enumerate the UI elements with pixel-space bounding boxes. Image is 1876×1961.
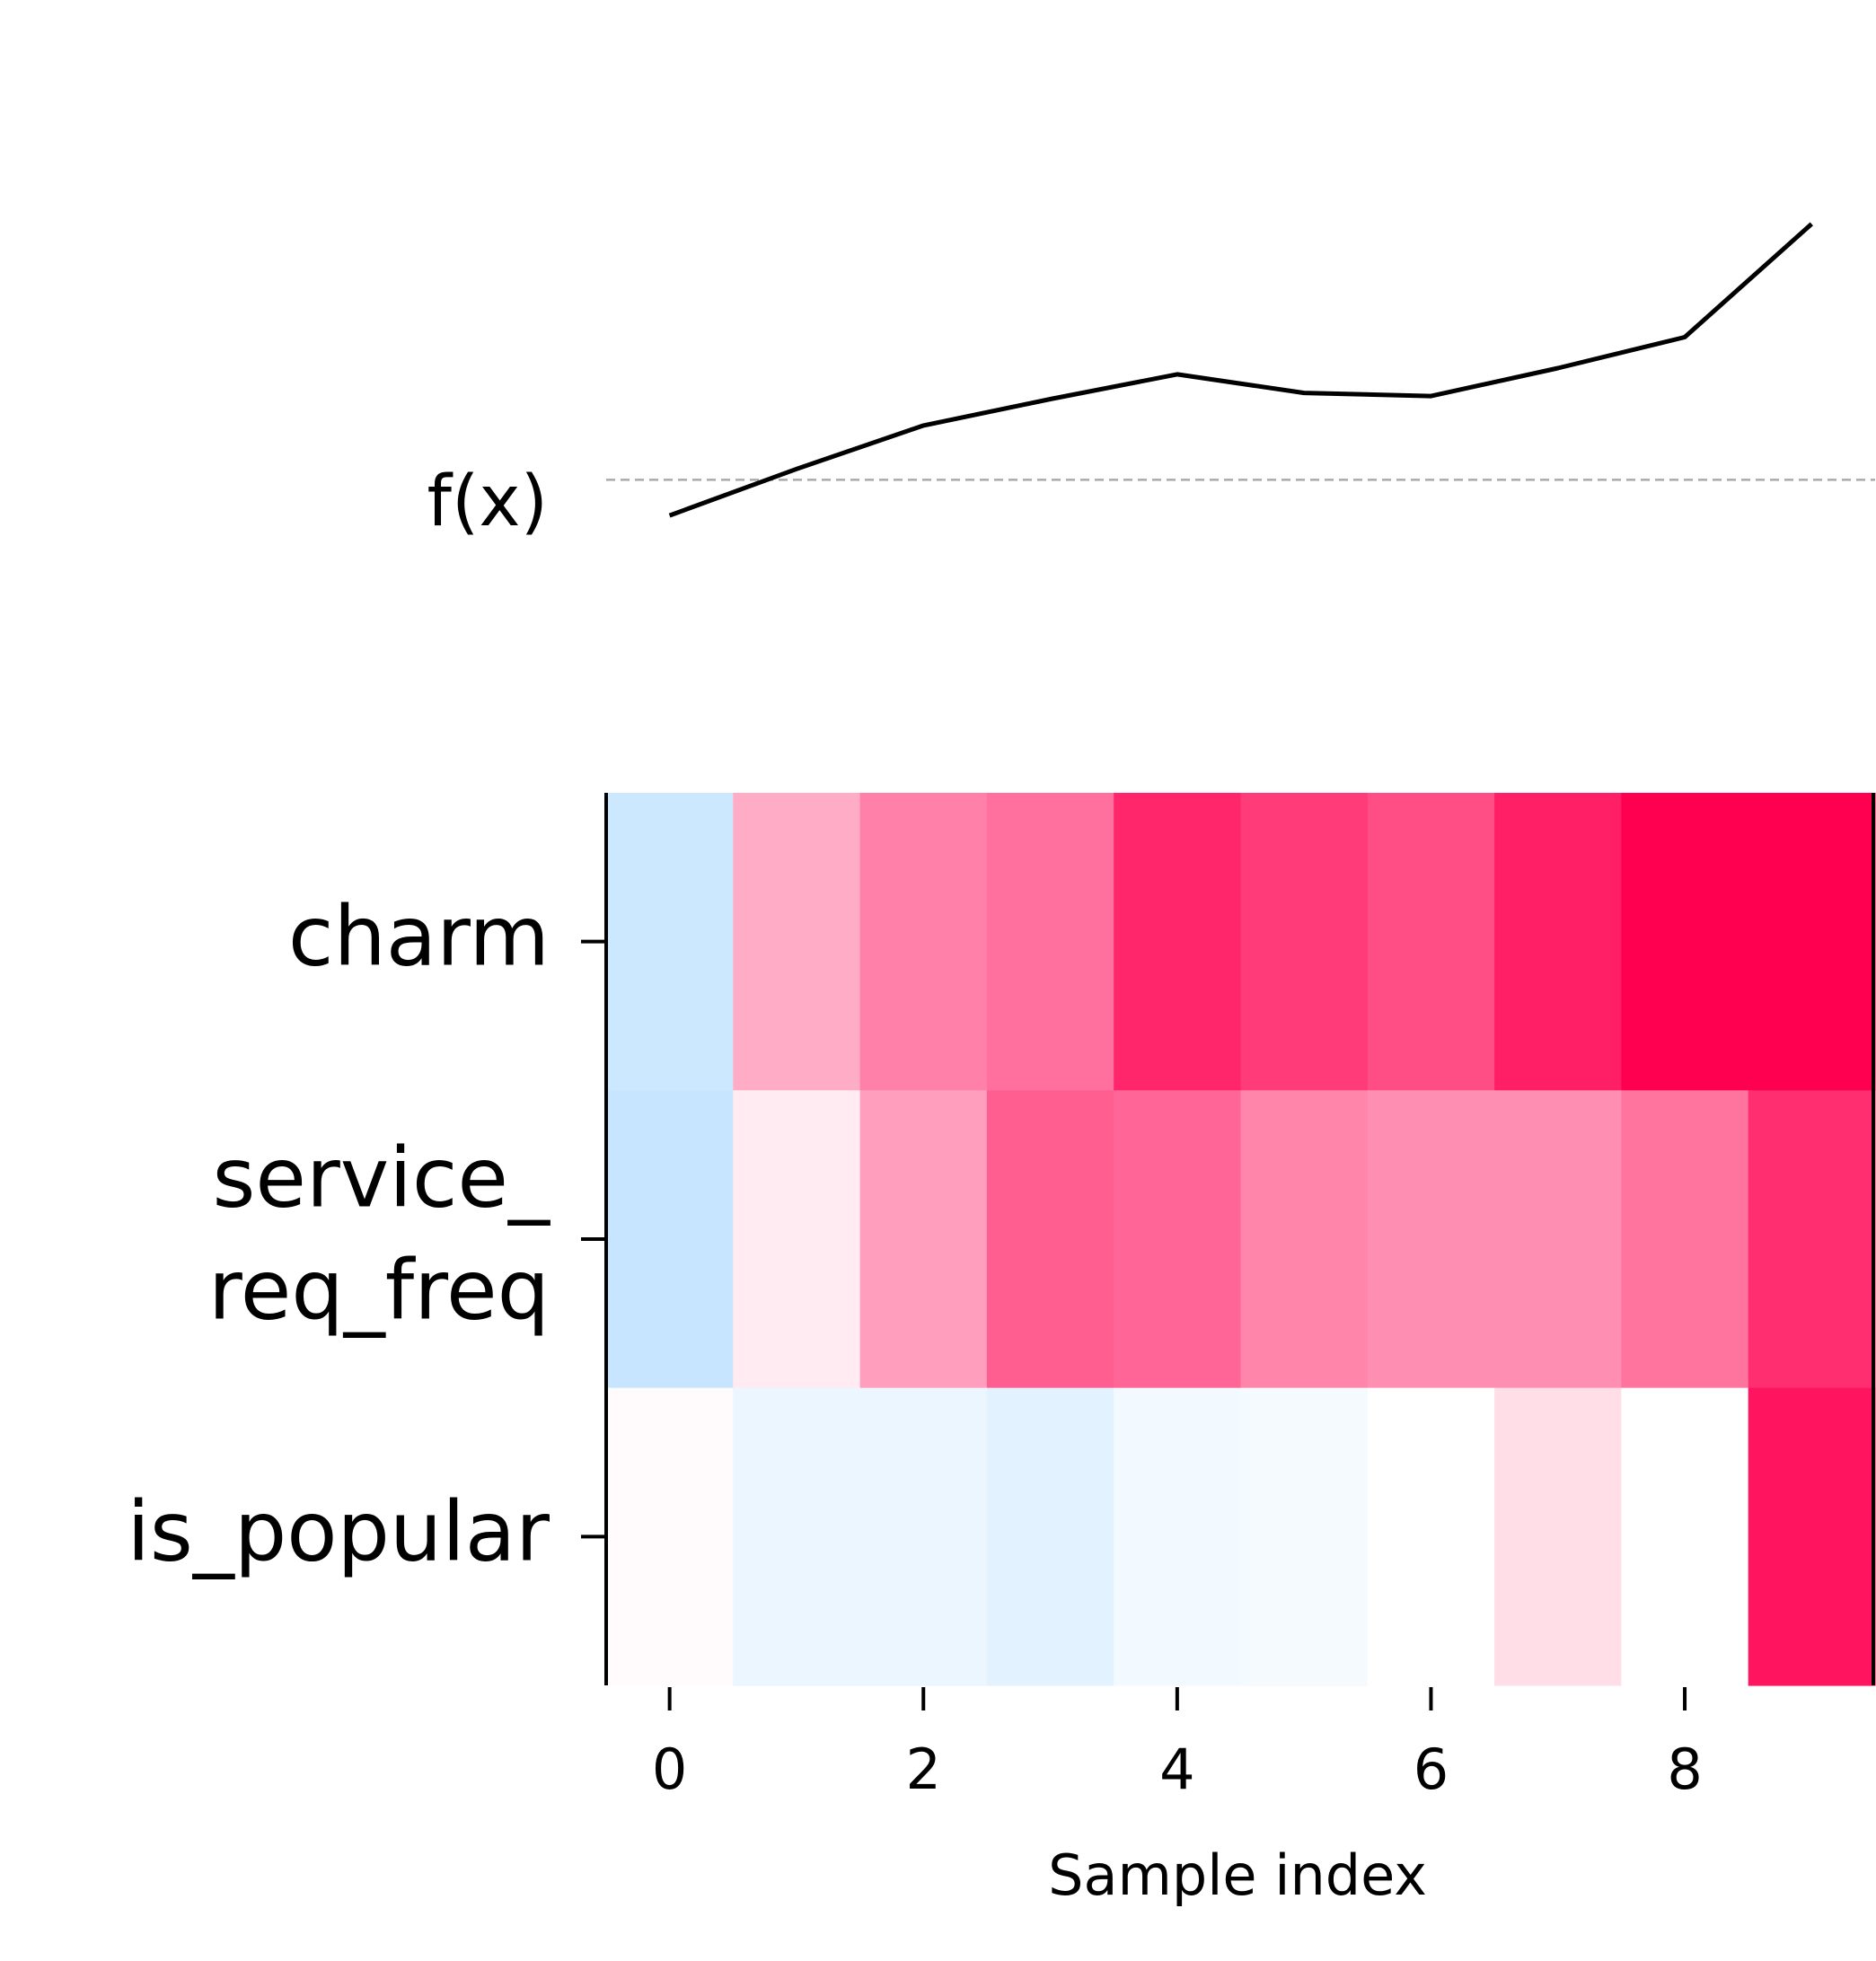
heatmap-cell <box>1114 1387 1242 1686</box>
feature-label: service_ req_freq <box>208 1130 550 1339</box>
heatmap-cell <box>1748 1387 1876 1686</box>
heatmap-cell <box>1494 1387 1622 1686</box>
heatmap-cell <box>606 793 734 1091</box>
heatmap-cell <box>1367 793 1495 1091</box>
x-tick-label: 8 <box>1667 1737 1702 1802</box>
fx-line-panel: f(x) <box>427 222 1875 542</box>
heatmap-cell <box>1240 793 1369 1091</box>
heatmap-cell <box>859 1387 988 1686</box>
heatmap-cell <box>1114 793 1242 1091</box>
heatmap-cell <box>733 1387 861 1686</box>
heatmap-cell <box>1621 793 1749 1091</box>
heatmap-cell <box>1748 1090 1876 1389</box>
heatmap-cell <box>1621 1090 1749 1389</box>
feature-label: is_popular <box>127 1483 550 1579</box>
heatmap-cell <box>859 1090 988 1389</box>
heatmap-cell <box>1494 1090 1622 1389</box>
heatmap-cell <box>606 1387 734 1686</box>
heatmap-cell <box>986 1090 1114 1389</box>
x-tick-label: 4 <box>1159 1737 1194 1802</box>
heatmap-cell <box>1367 1387 1495 1686</box>
heatmap-cell <box>1240 1387 1369 1686</box>
heatmap-cell <box>1494 793 1622 1091</box>
heatmap-cell <box>1240 1090 1369 1389</box>
heatmap-cell <box>1367 1090 1495 1389</box>
heatmap-cell <box>733 1090 861 1389</box>
x-tick-label: 2 <box>906 1737 941 1802</box>
x-axis: Sample index 0 2 4 6 8 <box>652 1687 1703 1908</box>
fx-series-line <box>668 222 1813 518</box>
heatmap-panel: charm service_ req_freq is_popular <box>127 793 1876 1686</box>
fx-axis-label: f(x) <box>427 462 548 542</box>
x-tick-label: 6 <box>1414 1737 1449 1802</box>
heatmap-cell <box>859 793 988 1091</box>
feature-label: charm <box>288 889 550 985</box>
heatmap-cell <box>986 793 1114 1091</box>
heatmap-cell <box>1748 793 1876 1091</box>
heatmap-cell <box>1621 1387 1749 1686</box>
heatmap-cell <box>733 793 861 1091</box>
heatmap-cell <box>986 1387 1114 1686</box>
heatmap-cell <box>606 1090 734 1389</box>
x-tick-label: 0 <box>652 1737 687 1802</box>
heatmap-cell <box>1114 1090 1242 1389</box>
x-axis-title: Sample index <box>1048 1842 1427 1908</box>
